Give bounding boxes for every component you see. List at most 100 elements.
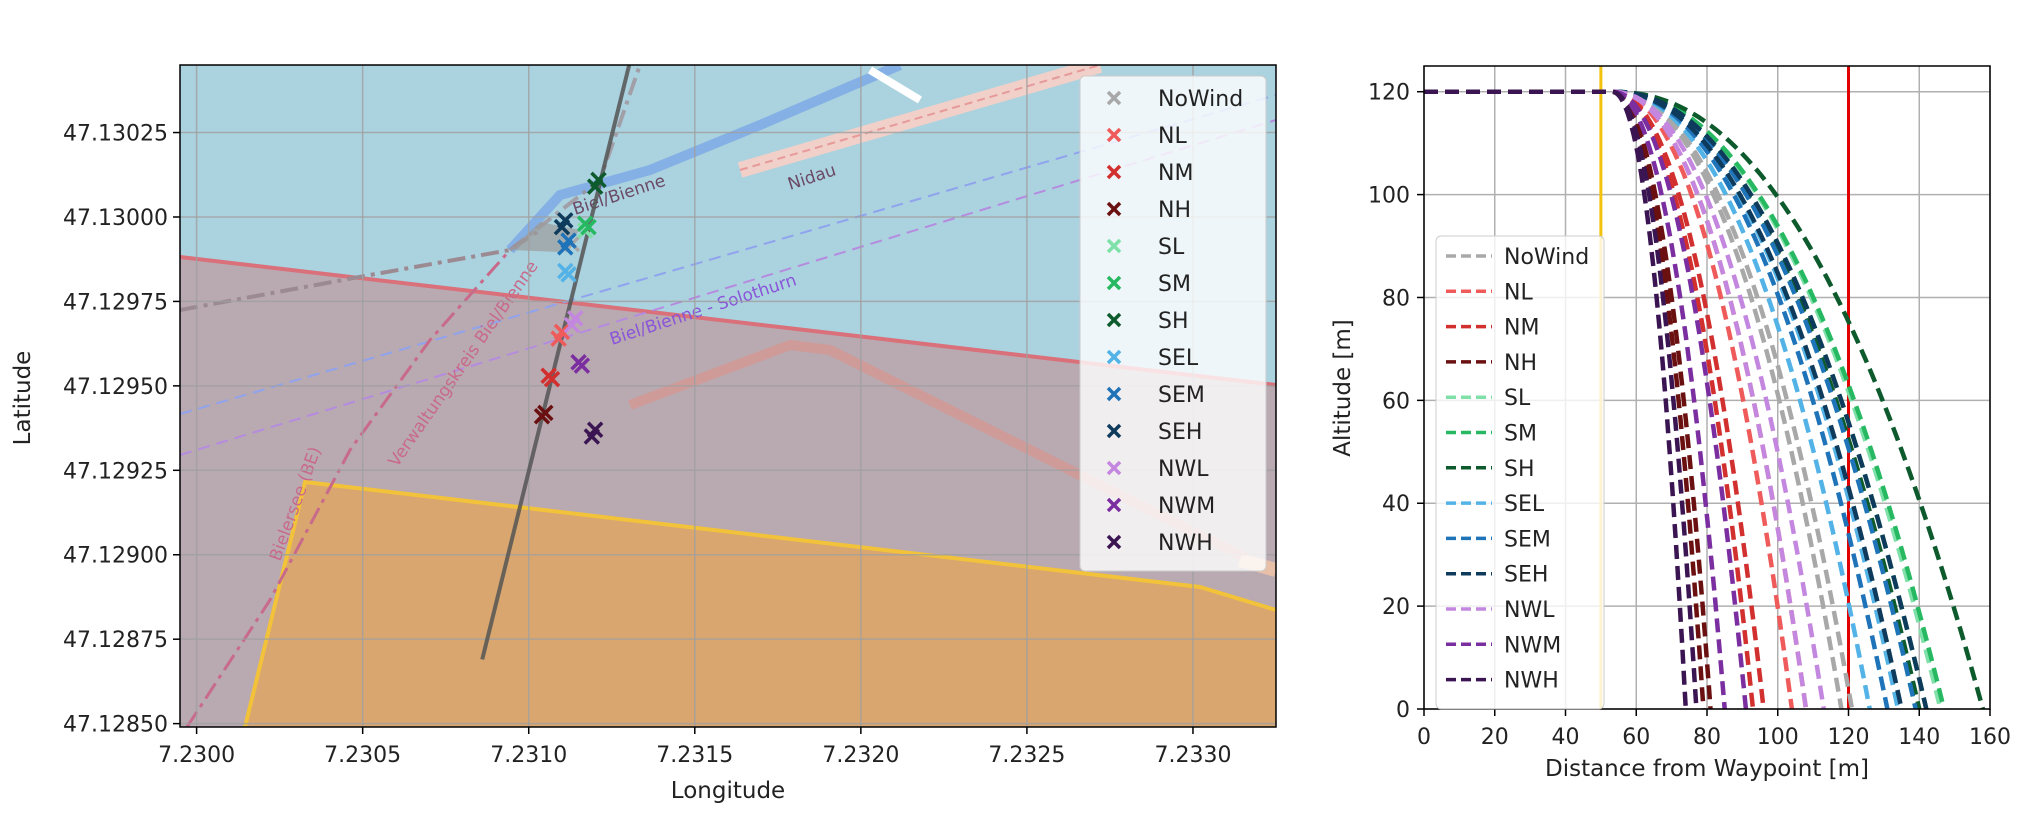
- map-ticks: 7.2300 7.2305 7.2310 7.2315 7.2320 7.2325 7.23…: [63, 122, 1231, 768]
- legend-marker-nwl: [1106, 460, 1122, 476]
- altitude-x-tick-label: 0: [1417, 725, 1431, 750]
- map-y-tick-label: 47.12950: [63, 375, 168, 400]
- legend-marker-nwl-stroke-b: [1106, 460, 1122, 476]
- altitude-y-tick-label: 0: [1396, 698, 1410, 723]
- curve-nh: [1424, 89, 1713, 709]
- legend-marker-nm-stroke-b: [1106, 164, 1122, 180]
- marker-sel: [557, 262, 574, 280]
- map-scatter-panel: Biel/Bienne Nidau Biel/Bienne - Solothur…: [10, 64, 1277, 804]
- altitude-legend-label-sem: SEM: [1504, 527, 1551, 552]
- map-x-tick-label: 7.2315: [656, 743, 733, 768]
- legend-marker-nwh-stroke-b: [1106, 534, 1122, 550]
- altitude-y-tick-label: 60: [1382, 389, 1410, 414]
- map-y-tick-label: 47.12925: [63, 459, 168, 484]
- altitude-x-tick-label: 160: [1969, 725, 2011, 750]
- legend-marker-seh-stroke-b: [1106, 423, 1122, 439]
- altitude-legend-label-nm: NM: [1504, 316, 1539, 341]
- altitude-x-label: Distance from Waypoint [m]: [1545, 756, 1869, 782]
- marker-nwh: [586, 421, 604, 439]
- legend-marker-nwm-stroke-b: [1106, 497, 1122, 513]
- curve-nwh: [1424, 89, 1689, 709]
- altitude-y-tick-label: 40: [1382, 492, 1410, 517]
- legend-marker-sl: [1106, 238, 1122, 254]
- marker-sem-stroke-b: [560, 232, 577, 249]
- altitude-legend-label-nwm: NWM: [1504, 633, 1561, 658]
- marker-nwl-stroke-b: [566, 310, 584, 327]
- altitude-legend-label-seh: SEH: [1504, 563, 1548, 588]
- marker-seh: [557, 212, 574, 229]
- curve-nwh: [1424, 89, 1699, 709]
- legend-marker-sm-stroke-b: [1106, 275, 1122, 291]
- marker-nl-stroke-b: [553, 323, 571, 341]
- altitude-legend-label-nh: NH: [1504, 351, 1537, 376]
- marker-sem: [560, 232, 577, 249]
- curve-seh: [1424, 89, 1929, 709]
- legend-marker-sem: [1106, 386, 1122, 402]
- legend-label-sem: SEM: [1158, 383, 1205, 408]
- map-y-tick-label: 47.13000: [63, 206, 168, 231]
- marker-nm: [540, 367, 557, 384]
- map-x-tick-label: 7.2320: [822, 743, 899, 768]
- altitude-x-tick-label: 100: [1757, 725, 1799, 750]
- marker-nl: [553, 323, 571, 341]
- altitude-x-tick-label: 60: [1622, 725, 1650, 750]
- map-legend: NoWind NL NM NH SL SM SH SEL SEM SEH NWL NWM NWH: [1079, 75, 1267, 572]
- legend-marker-nwh: [1106, 534, 1122, 550]
- map-x-tick-label: 7.2300: [158, 743, 235, 768]
- map-x-tick-label: 7.2325: [988, 743, 1065, 768]
- legend-label-sel: SEL: [1158, 346, 1199, 371]
- altitude-x-tick-label: 80: [1693, 725, 1721, 750]
- altitude-legend: NoWind NL NM NH SL SM SH SEL SEM SEH NWL NWM NWH: [1435, 235, 1605, 710]
- altitude-y-tick-label: 80: [1382, 286, 1410, 311]
- curve-nwl: [1424, 89, 1826, 709]
- map-x-tick-label: 7.2305: [324, 743, 401, 768]
- marker-sm-stroke-b: [576, 215, 594, 232]
- legend-marker-sh-stroke-b: [1106, 312, 1122, 328]
- legend-label-nwh: NWH: [1158, 531, 1213, 556]
- marker-sel-stroke-b: [557, 262, 574, 280]
- map-x-label: Longitude: [671, 778, 785, 804]
- altitude-legend-label-nl: NL: [1504, 280, 1533, 305]
- altitude-y-label: Altitude [m]: [1330, 319, 1356, 457]
- altitude-panel: 0 20 40 60 80 100 120 140 160 0 20 40 60 80 100 120 Dis…: [1330, 65, 2011, 782]
- altitude-x-tick-label: 120: [1828, 725, 1870, 750]
- altitude-y-tick-label: 20: [1382, 595, 1410, 620]
- legend-marker-sel-stroke-b: [1106, 349, 1122, 365]
- legend-label-sl: SL: [1158, 235, 1185, 260]
- altitude-legend-label-sh: SH: [1504, 457, 1535, 482]
- altitude-ticks: 0 20 40 60 80 100 120 140 160 0 20 40 60 80 100 120: [1368, 81, 2011, 750]
- marker-seh-stroke-b: [557, 212, 574, 229]
- legend-marker-nowind-stroke-b: [1106, 90, 1122, 106]
- marker-nm-stroke-b: [540, 367, 557, 384]
- altitude-y-tick-label: 120: [1368, 81, 1410, 106]
- map-y-tick-label: 47.13025: [63, 122, 168, 147]
- curve-nh: [1424, 89, 1706, 709]
- legend-marker-sel: [1106, 349, 1122, 365]
- marker-nh-stroke-b: [537, 404, 554, 422]
- legend-marker-sh: [1106, 312, 1122, 328]
- legend-marker-nm: [1106, 164, 1122, 180]
- altitude-legend-box: [1435, 235, 1605, 710]
- curve-sel: [1424, 89, 1872, 709]
- legend-marker-nwm: [1106, 497, 1122, 513]
- legend-marker-seh: [1106, 423, 1122, 439]
- legend-marker-nl: [1106, 127, 1122, 143]
- altitude-legend-label-nwh: NWH: [1504, 669, 1559, 694]
- curve-nwm: [1424, 89, 1749, 709]
- altitude-legend-label-nowind: NoWind: [1504, 245, 1589, 270]
- marker-nh: [537, 404, 554, 422]
- curve-nowind: [1424, 89, 1844, 709]
- map-y-tick-label: 47.12975: [63, 290, 168, 315]
- legend-label-nm: NM: [1158, 161, 1193, 186]
- altitude-x-tick-label: 40: [1552, 725, 1580, 750]
- scatter-markers: [533, 171, 607, 445]
- marker-sm: [576, 215, 594, 232]
- legend-label-nwm: NWM: [1158, 494, 1215, 519]
- altitude-y-tick-label: 100: [1368, 184, 1410, 209]
- legend-marker-sl-stroke-b: [1106, 238, 1122, 254]
- legend-label-sh: SH: [1158, 309, 1189, 334]
- trajectory-line: [480, 65, 632, 660]
- map-y-tick-label: 47.12900: [63, 544, 168, 569]
- map-y-label: Latitude: [10, 351, 36, 446]
